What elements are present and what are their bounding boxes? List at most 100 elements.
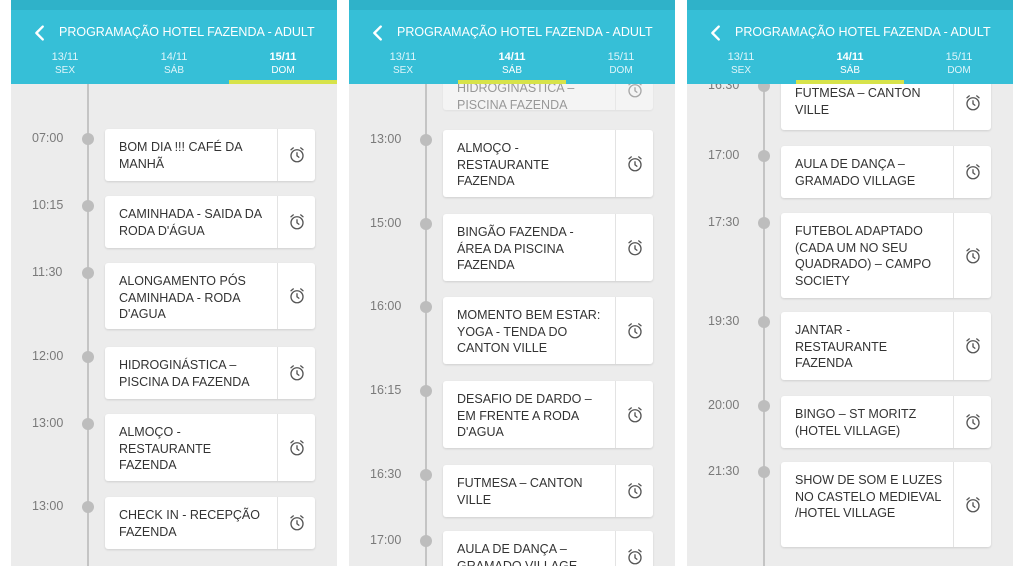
tab-sex[interactable]: 13/11 SEX [687, 51, 795, 84]
alarm-clock-icon[interactable] [615, 130, 653, 197]
tab-sex[interactable]: 13/11 SEX [11, 51, 119, 84]
event-card[interactable]: JANTAR - RESTAURANTE FAZENDA [781, 312, 991, 380]
alarm-clock-icon[interactable] [277, 263, 315, 329]
schedule-list[interactable]: 07:00 BOM DIA !!! CAFÉ DA MANHÃ 10:15 CAMIN… [11, 84, 337, 566]
alarm-clock-icon[interactable] [953, 462, 991, 547]
schedule-list[interactable]: HIDROGINÁSTICA – PISCINA FAZENDA 13:00 ALM… [349, 70, 675, 566]
tab-dom[interactable]: 15/11 DOM [229, 51, 337, 84]
event-card[interactable]: ALONGAMENTO PÓS CAMINHADA - RODA D'AGUA [105, 263, 315, 329]
event-card[interactable]: DESAFIO DE DARDO – EM FRENTE A RODA D'AG… [443, 381, 653, 448]
tab-day: DOM [947, 65, 971, 76]
event-card[interactable]: ALMOÇO - RESTAURANTE FAZENDA [443, 130, 653, 197]
event-time: 21:30 [708, 464, 740, 478]
event-time: 07:00 [32, 131, 64, 145]
tab-date: 13/11 [51, 51, 79, 63]
event-time: 17:00 [708, 148, 740, 162]
event-title: FUTMESA – CANTON VILLE [457, 476, 583, 507]
event-card[interactable]: CAMINHADA - SAIDA DA RODA D'ÁGUA [105, 196, 315, 248]
event-card[interactable]: FUTEBOL ADAPTADO (CADA UM NO SEU QUADRAD… [781, 213, 991, 298]
event-card[interactable]: SHOW DE SOM E LUZES NO CASTELO MEDIEVAL … [781, 462, 991, 547]
event-card[interactable]: BINGO – ST MORITZ (HOTEL VILLAGE) [781, 396, 991, 448]
event-card[interactable]: AULA DE DANÇA – GRAMADO VILLAGE [781, 146, 991, 198]
alarm-clock-icon[interactable] [953, 146, 991, 198]
timeline-dot [82, 351, 94, 363]
event-card[interactable]: MOMENTO BEM ESTAR: YOGA - TENDA DO CANTO… [443, 297, 653, 364]
app-header: PROGRAMAÇÃO HOTEL FAZENDA - ADULT 13/11 SE… [687, 0, 1013, 84]
tab-date: 14/11 [160, 51, 188, 63]
alarm-clock-icon[interactable] [953, 396, 991, 448]
tab-sáb[interactable]: 14/11 SÁB [458, 51, 566, 84]
event-card[interactable]: AULA DE DANÇA – GRAMADO VILLAGE [443, 531, 653, 566]
alarm-clock-icon[interactable] [615, 381, 653, 448]
event-time: 10:15 [32, 198, 64, 212]
event-card[interactable]: HIDROGINÁSTICA – PISCINA DA FAZENDA [105, 347, 315, 399]
event-time: 13:00 [32, 416, 64, 430]
event-time: 16:30 [370, 467, 402, 481]
tab-day: SEX [730, 65, 751, 76]
event-title: FUTEBOL ADAPTADO (CADA UM NO SEU QUADRAD… [795, 224, 932, 288]
alarm-clock-icon[interactable] [615, 531, 653, 566]
timeline-dot [758, 217, 770, 229]
event-title: CHECK IN - RECEPÇÃO FAZENDA [119, 508, 260, 539]
timeline-dot [758, 466, 770, 478]
event-title: ALONGAMENTO PÓS CAMINHADA - RODA D'AGUA [119, 274, 246, 321]
back-arrow-icon[interactable] [29, 22, 51, 44]
event-time: 20:00 [708, 398, 740, 412]
app-screen-3: PROGRAMAÇÃO HOTEL FAZENDA - ADULT 13/11 SE… [687, 0, 1013, 566]
tab-date: 14/11 [836, 51, 864, 63]
timeline-dot [82, 418, 94, 430]
tab-sáb[interactable]: 14/11 SÁB [796, 51, 904, 84]
event-card[interactable]: BINGÃO FAZENDA - ÁREA DA PISCINA FAZENDA [443, 214, 653, 281]
tab-dom[interactable]: 15/11 DOM [567, 51, 675, 84]
back-arrow-icon[interactable] [705, 22, 727, 44]
tab-date: 15/11 [269, 51, 297, 63]
event-time: 13:00 [32, 499, 64, 513]
alarm-clock-icon[interactable] [615, 214, 653, 281]
tab-day: DOM [271, 65, 295, 76]
alarm-clock-icon[interactable] [953, 312, 991, 380]
alarm-clock-icon[interactable] [277, 129, 315, 181]
event-card[interactable]: BOM DIA !!! CAFÉ DA MANHÃ [105, 129, 315, 181]
event-title: HIDROGINÁSTICA – PISCINA DA FAZENDA [119, 358, 250, 389]
event-title: BOM DIA !!! CAFÉ DA MANHÃ [119, 140, 242, 171]
tab-sáb[interactable]: 14/11 SÁB [120, 51, 228, 84]
event-title: AULA DE DANÇA – GRAMADO VILLAGE [795, 157, 916, 188]
timeline-dot [82, 133, 94, 145]
event-card[interactable]: FUTMESA – CANTON VILLE [781, 75, 991, 130]
status-bar [11, 0, 337, 10]
status-bar [349, 0, 675, 10]
alarm-clock-icon[interactable] [277, 347, 315, 399]
alarm-clock-icon[interactable] [615, 297, 653, 364]
schedule-list[interactable]: 16:30 FUTMESA – CANTON VILLE 17:00 AULA DE … [687, 75, 1013, 566]
event-time: 15:00 [370, 216, 402, 230]
status-bar [687, 0, 1013, 10]
alarm-clock-icon[interactable] [277, 414, 315, 481]
alarm-clock-icon[interactable] [277, 497, 315, 549]
event-card[interactable]: FUTMESA – CANTON VILLE [443, 465, 653, 517]
event-card[interactable]: ALMOÇO - RESTAURANTE FAZENDA [105, 414, 315, 481]
tab-day: SEX [392, 65, 413, 76]
event-title: AULA DE DANÇA – GRAMADO VILLAGE [457, 542, 578, 566]
app-screen-1: PROGRAMAÇÃO HOTEL FAZENDA - ADULT 13/11 SE… [11, 0, 337, 566]
event-time: 17:00 [370, 533, 402, 547]
app-header: PROGRAMAÇÃO HOTEL FAZENDA - ADULT 13/11 SE… [349, 0, 675, 84]
page-title: PROGRAMAÇÃO HOTEL FAZENDA - ADULT [397, 25, 653, 39]
alarm-clock-icon[interactable] [953, 75, 991, 130]
alarm-clock-icon[interactable] [277, 196, 315, 248]
timeline-dot [420, 134, 432, 146]
page-title: PROGRAMAÇÃO HOTEL FAZENDA - ADULT [59, 25, 315, 39]
alarm-clock-icon[interactable] [615, 465, 653, 517]
event-title: BINGÃO FAZENDA - ÁREA DA PISCINA FAZENDA [457, 225, 574, 272]
timeline-dot [758, 316, 770, 328]
tab-date: 15/11 [607, 51, 635, 63]
tab-date: 13/11 [389, 51, 417, 63]
tab-dom[interactable]: 15/11 DOM [905, 51, 1013, 84]
tab-day: SÁB [501, 65, 522, 76]
back-arrow-icon[interactable] [367, 22, 389, 44]
tab-sex[interactable]: 13/11 SEX [349, 51, 457, 84]
event-time: 13:00 [370, 132, 402, 146]
timeline-dot [420, 301, 432, 313]
alarm-clock-icon[interactable] [953, 213, 991, 298]
event-card[interactable]: CHECK IN - RECEPÇÃO FAZENDA [105, 497, 315, 549]
event-time: 16:15 [370, 383, 402, 397]
